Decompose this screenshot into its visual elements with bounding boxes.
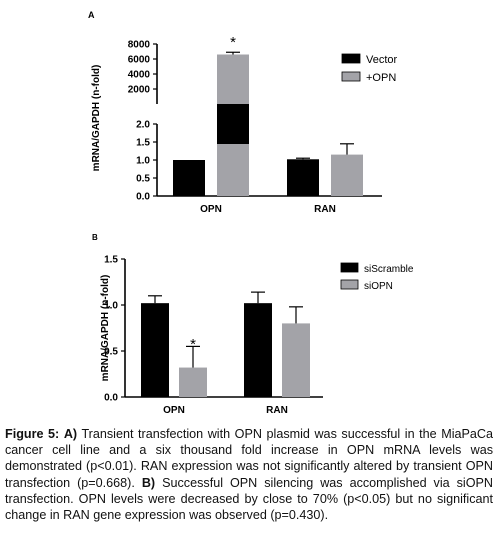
caption-b-text: Successful OPN silencing was accomplishe…	[5, 475, 494, 523]
panel-b-legend-label: siOPN	[364, 281, 393, 292]
caption-a-text: Transient transfection with OPN plasmid …	[5, 427, 494, 490]
panel-a-label: A	[88, 10, 95, 20]
panel-a-legend-swatch	[341, 71, 361, 82]
panel-b-bar	[179, 367, 207, 397]
panel-a-y-tick-label: 1.5	[136, 138, 150, 149]
panel-b-x-tick-label: OPN	[163, 405, 185, 416]
panel-b-y-tick-label: 0.5	[104, 347, 118, 358]
panel-b-label: B	[92, 233, 98, 242]
panel-b-bar	[141, 303, 169, 397]
panel-b-bar	[282, 323, 310, 397]
panel-b-legend-swatch	[340, 262, 359, 273]
panel-a-y-tick-label: 0.5	[136, 174, 150, 185]
figure-caption: Figure 5: A) Transient transfection with…	[5, 426, 493, 523]
panel-a-axis-break-band	[217, 104, 249, 144]
panel-b-y-tick-label: 1.0	[104, 301, 118, 312]
panel-a-y-tick-label: 4000	[128, 70, 151, 81]
panel-a-legend-label: +OPN	[366, 72, 396, 84]
panel-a-significance-star: *	[230, 34, 236, 51]
panel-b-chart: B mRNA/GAPDH (n-fold) 0.0 0.5 1.0 1.5 * OPN…	[92, 233, 414, 416]
panel-a-y-tick-label: 8000	[128, 40, 151, 51]
panel-b-y-tick-label: 0.0	[104, 393, 118, 404]
panel-a-chart: A mRNA/GAPDH (n-fold) 2000 4000 6000 8000 0…	[88, 10, 398, 215]
panel-a-y-tick-label: 0.0	[136, 192, 150, 203]
panel-b-legend-label: siScramble	[364, 264, 414, 275]
panel-a-legend-label: Vector	[366, 54, 398, 66]
panel-a-bar	[173, 160, 205, 196]
caption-a-label: A)	[63, 427, 78, 441]
panel-b-significance-star: *	[190, 336, 196, 353]
caption-b-label: B)	[141, 475, 156, 490]
panel-a-y-tick-label: 2000	[128, 85, 151, 96]
panel-a-y-tick-label: 2.0	[136, 120, 150, 131]
panel-b-legend-swatch	[340, 279, 359, 290]
panel-a-x-tick-label: RAN	[314, 204, 336, 215]
panel-a-legend-swatch	[341, 53, 361, 64]
panel-b-y-tick-label: 1.5	[104, 255, 118, 266]
panel-a-bar	[287, 159, 319, 196]
panel-a-x-tick-label: OPN	[200, 204, 222, 215]
panel-a-y-tick-label: 6000	[128, 55, 151, 66]
panel-a-bar	[331, 154, 363, 196]
caption-figure-label: Figure 5:	[5, 427, 60, 441]
panel-a-y-axis-label: mRNA/GAPDH (n-fold)	[91, 65, 102, 172]
panel-b-x-tick-label: RAN	[266, 405, 288, 416]
panel-b-bar	[244, 303, 272, 397]
panel-a-y-tick-label: 1.0	[136, 156, 150, 167]
panel-b-y-axis-label: mRNA/GAPDH (n-fold)	[100, 275, 111, 382]
figure-5: A mRNA/GAPDH (n-fold) 2000 4000 6000 8000 0…	[88, 10, 414, 416]
